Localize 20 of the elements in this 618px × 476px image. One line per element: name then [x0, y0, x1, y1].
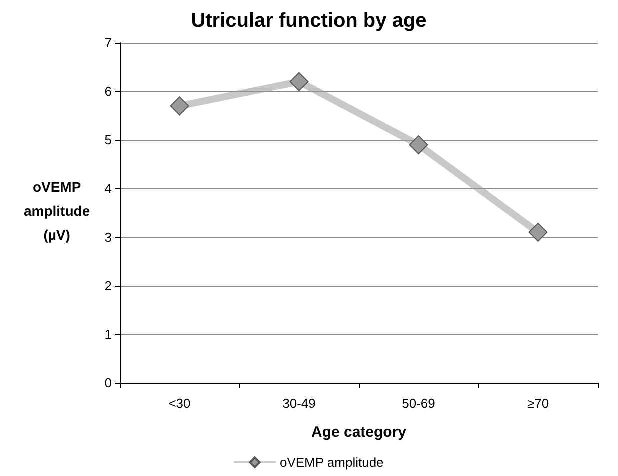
x-tick-label: 50-69	[402, 396, 436, 411]
y-tick-label: 3	[104, 230, 112, 245]
y-tick-label: 1	[104, 326, 112, 342]
y-tick-label: 7	[104, 36, 112, 50]
point	[290, 72, 309, 92]
x-tick-label: ≥70	[527, 396, 550, 411]
x-tick-label: 30-49	[282, 396, 316, 411]
x-tick-label: <30	[168, 396, 191, 411]
y-tick-label: 2	[104, 278, 112, 294]
y-tick-label: 6	[104, 84, 112, 100]
y-tick-label: 0	[104, 376, 112, 390]
y-tick-label: 4	[104, 181, 112, 196]
chart-title: Utricular function by age	[191, 10, 427, 32]
legend-label: oVEMP amplitude	[280, 455, 384, 470]
y-tick-label: 5	[104, 132, 112, 148]
point	[409, 136, 428, 154]
point	[528, 222, 548, 242]
point	[170, 96, 190, 116]
x-axis-title: Age category	[311, 424, 408, 441]
y-axis-title: oVEMP amplitude (µV)	[24, 179, 90, 243]
